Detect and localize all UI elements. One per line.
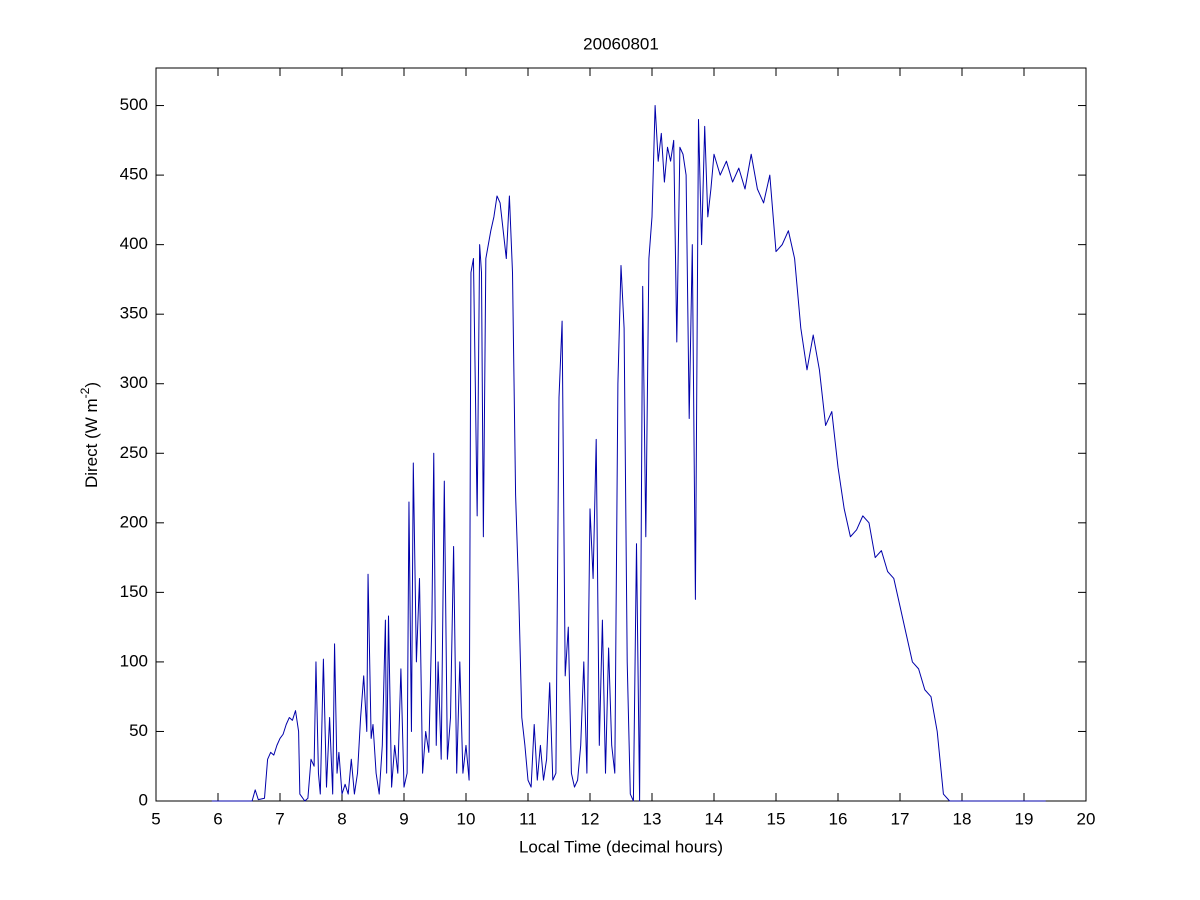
x-tick-label: 16 bbox=[829, 809, 848, 828]
x-tick-label: 9 bbox=[399, 809, 408, 828]
x-tick-label: 14 bbox=[705, 809, 724, 828]
y-tick-label: 250 bbox=[120, 443, 148, 462]
data-line bbox=[211, 105, 1046, 802]
x-tick-label: 13 bbox=[643, 809, 662, 828]
x-tick-label: 12 bbox=[581, 809, 600, 828]
x-tick-label: 19 bbox=[1015, 809, 1034, 828]
y-tick-label: 50 bbox=[129, 721, 148, 740]
x-tick-label: 7 bbox=[275, 809, 284, 828]
x-tick-label: 18 bbox=[953, 809, 972, 828]
y-tick-label: 0 bbox=[139, 790, 148, 809]
x-tick-label: 17 bbox=[891, 809, 910, 828]
x-tick-label: 15 bbox=[767, 809, 786, 828]
y-tick-label: 100 bbox=[120, 651, 148, 670]
x-tick-label: 6 bbox=[213, 809, 222, 828]
y-axis-label: Direct (W m-2) bbox=[78, 382, 101, 488]
x-tick-label: 8 bbox=[337, 809, 346, 828]
y-tick-label: 150 bbox=[120, 582, 148, 601]
y-label-sup: -2 bbox=[78, 387, 92, 398]
y-label-suffix: ) bbox=[82, 382, 101, 388]
y-tick-label: 450 bbox=[120, 165, 148, 184]
y-tick-label: 400 bbox=[120, 234, 148, 253]
x-tick-label: 5 bbox=[151, 809, 160, 828]
y-label-text: Direct (W m bbox=[82, 398, 101, 488]
y-tick-label: 200 bbox=[120, 512, 148, 531]
x-tick-label: 11 bbox=[519, 809, 537, 828]
axes-box bbox=[155, 67, 1087, 802]
x-axis-label: Local Time (decimal hours) bbox=[519, 837, 723, 856]
y-tick-label: 500 bbox=[120, 95, 148, 114]
chart-title: 20060801 bbox=[583, 34, 659, 53]
y-tick-label: 300 bbox=[120, 373, 148, 392]
y-tick-label: 350 bbox=[120, 304, 148, 323]
x-tick-label: 10 bbox=[457, 809, 476, 828]
x-tick-label: 20 bbox=[1077, 809, 1096, 828]
